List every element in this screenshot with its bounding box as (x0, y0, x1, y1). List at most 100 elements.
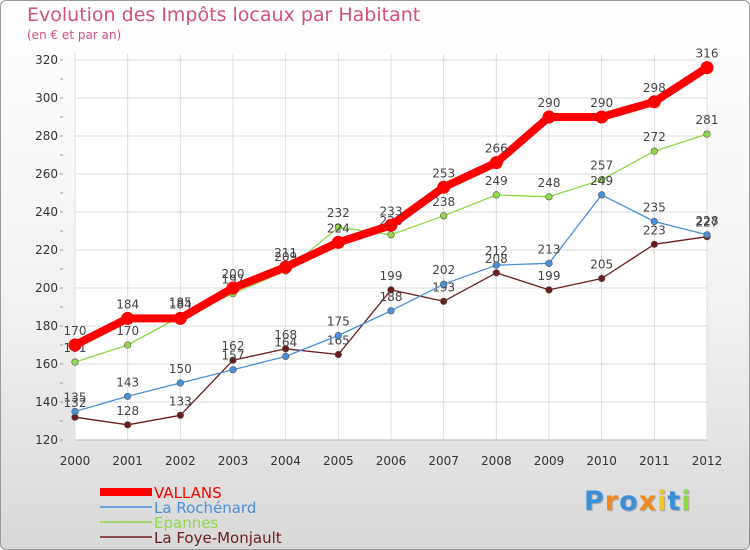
data-point (437, 180, 451, 194)
data-point (229, 356, 237, 364)
data-point (331, 235, 345, 249)
data-label: 224 (327, 221, 350, 235)
x-tick-label: 2008 (481, 454, 512, 468)
data-point (334, 223, 342, 231)
data-point (598, 274, 606, 283)
data-point (545, 259, 553, 267)
y-tick-label: 300 (35, 91, 58, 105)
data-label: 135 (64, 391, 87, 405)
data-label: 249 (485, 174, 508, 188)
data-label: 162 (222, 339, 245, 353)
series-la-foye-monjault: 132128133162168165199193208199205223227 (64, 216, 719, 429)
data-label: 253 (432, 166, 455, 180)
legend-label: Epannes (154, 514, 218, 532)
data-label: 170 (64, 324, 87, 338)
data-label: 170 (116, 324, 139, 338)
x-tick-label: 2001 (112, 454, 143, 468)
data-point (279, 260, 293, 274)
data-point (492, 261, 500, 269)
data-point (71, 358, 79, 366)
data-label: 150 (169, 362, 192, 376)
y-tick-label: 200 (35, 281, 58, 295)
legend-label: VALLANS (154, 484, 222, 502)
data-point (282, 345, 290, 353)
data-point (703, 231, 711, 239)
y-tick-label: 180 (35, 319, 58, 333)
data-label: 272 (643, 130, 666, 144)
data-point (440, 297, 448, 305)
logo-letter: P (584, 486, 605, 517)
x-tick-label: 2010 (586, 454, 617, 468)
data-label: 316 (696, 47, 719, 61)
logo-letter: t (667, 486, 682, 517)
data-label: 157 (222, 349, 245, 363)
logo-letter: i (657, 486, 668, 517)
data-label: 235 (643, 201, 666, 215)
x-tick-label: 2004 (270, 454, 301, 468)
data-label: 132 (64, 396, 87, 410)
data-label: 249 (590, 174, 613, 188)
y-tick-label: 120 (35, 433, 58, 447)
x-tick-label: 2011 (639, 454, 670, 468)
data-point (176, 411, 184, 419)
data-label: 212 (485, 244, 508, 258)
data-label: 257 (590, 159, 613, 173)
data-label: 213 (538, 242, 561, 256)
x-tick-label: 2007 (428, 454, 459, 468)
data-label: 199 (538, 269, 561, 283)
x-tick-label: 2006 (376, 454, 407, 468)
data-point (440, 280, 448, 288)
data-label: 168 (274, 328, 297, 342)
data-label: 227 (696, 216, 719, 230)
data-point (173, 311, 187, 325)
logo-letter: x (638, 486, 658, 517)
logo-letter: r (604, 486, 620, 517)
data-label: 165 (327, 334, 350, 348)
data-point (703, 130, 711, 138)
data-label: 184 (169, 297, 192, 311)
chart-title: Evolution des Impôts locaux par Habitant (27, 4, 421, 26)
data-label: 133 (169, 394, 192, 408)
data-point (545, 286, 553, 294)
data-point (598, 191, 606, 199)
data-point (650, 147, 658, 155)
data-label: 223 (643, 223, 666, 237)
data-point (334, 350, 342, 359)
data-point (492, 191, 500, 199)
data-point (647, 95, 661, 109)
data-point (384, 218, 398, 232)
data-label: 248 (538, 176, 561, 190)
data-label: 208 (485, 252, 508, 266)
data-point (387, 231, 395, 239)
data-point (124, 392, 132, 400)
data-point (440, 212, 448, 220)
data-label: 184 (116, 297, 139, 311)
data-point (489, 156, 503, 170)
data-point (700, 61, 714, 75)
data-point (595, 110, 609, 124)
data-label: 188 (380, 290, 403, 304)
data-label: 281 (696, 113, 719, 127)
data-point (334, 331, 342, 340)
data-label: 202 (432, 263, 455, 277)
data-point (387, 286, 395, 294)
data-label: 205 (590, 258, 613, 272)
legend-label: La Rochénard (154, 499, 256, 517)
data-label: 143 (116, 375, 139, 389)
series-vallans: 170 184 184 200 211 224 233 253 266 290 290 298 316 (64, 47, 719, 352)
y-tick-label: 220 (35, 243, 58, 257)
logo-letter: o (619, 486, 639, 517)
data-point (650, 240, 658, 248)
series-la-roch-nard: 135 143 150 157 164 175 188 202 212 213 249 235 228 (64, 174, 718, 416)
y-tick-label: 320 (35, 53, 58, 67)
y-tick-label: 140 (35, 395, 58, 409)
data-label: 238 (432, 195, 455, 209)
data-point (176, 379, 184, 387)
data-label: 290 (538, 96, 561, 110)
data-label: 185 (169, 296, 192, 310)
data-point (492, 269, 500, 277)
data-point (124, 421, 132, 429)
chart-subtitle: (en € et par an) (27, 28, 122, 42)
